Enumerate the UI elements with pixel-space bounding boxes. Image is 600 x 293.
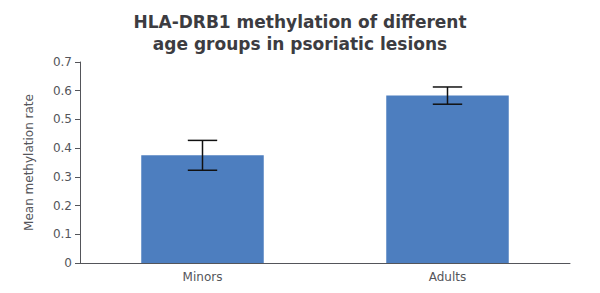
svg-text:Mean methylation rate: Mean methylation rate [22,94,36,231]
svg-text:HLA-DRB1 methylation of differ: HLA-DRB1 methylation of different [133,12,466,32]
svg-text:0.4: 0.4 [53,141,72,155]
svg-text:0.3: 0.3 [53,170,72,184]
svg-text:Adults: Adults [429,270,467,284]
svg-text:0: 0 [64,256,72,270]
svg-text:0.1: 0.1 [53,227,72,241]
svg-text:0.7: 0.7 [53,55,72,69]
svg-text:age groups in psoriatic lesion: age groups in psoriatic lesions [153,34,447,54]
svg-text:0.5: 0.5 [53,112,72,126]
svg-text:Minors: Minors [183,270,223,284]
svg-text:0.6: 0.6 [53,84,72,98]
svg-text:0.2: 0.2 [53,199,72,213]
